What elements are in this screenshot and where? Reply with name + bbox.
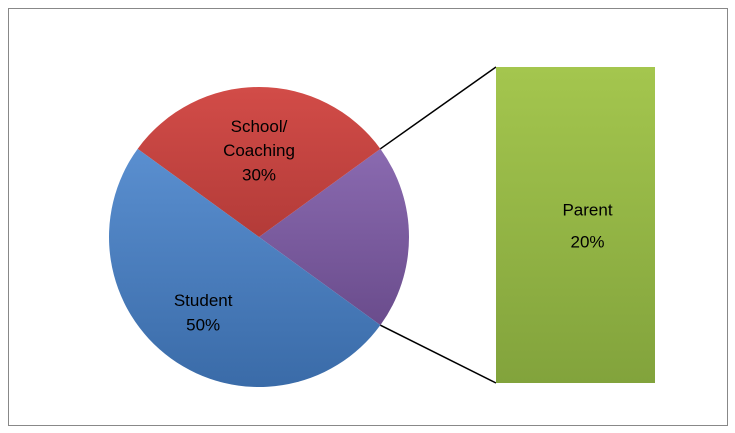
connector-line [380,324,497,384]
slice-label: School/Coaching [223,117,295,160]
pie-slice-other [259,148,409,326]
pie-slice [137,87,381,237]
slice-value-label: 30% [242,165,276,184]
bar-label: Parent [562,200,612,219]
slice-value-label: 50% [186,315,220,334]
bar-value-label: 20% [570,232,604,251]
connector-line [379,66,497,150]
slice-label: Student [174,291,233,310]
pie-slice [109,148,381,388]
bar-segment [496,67,655,383]
